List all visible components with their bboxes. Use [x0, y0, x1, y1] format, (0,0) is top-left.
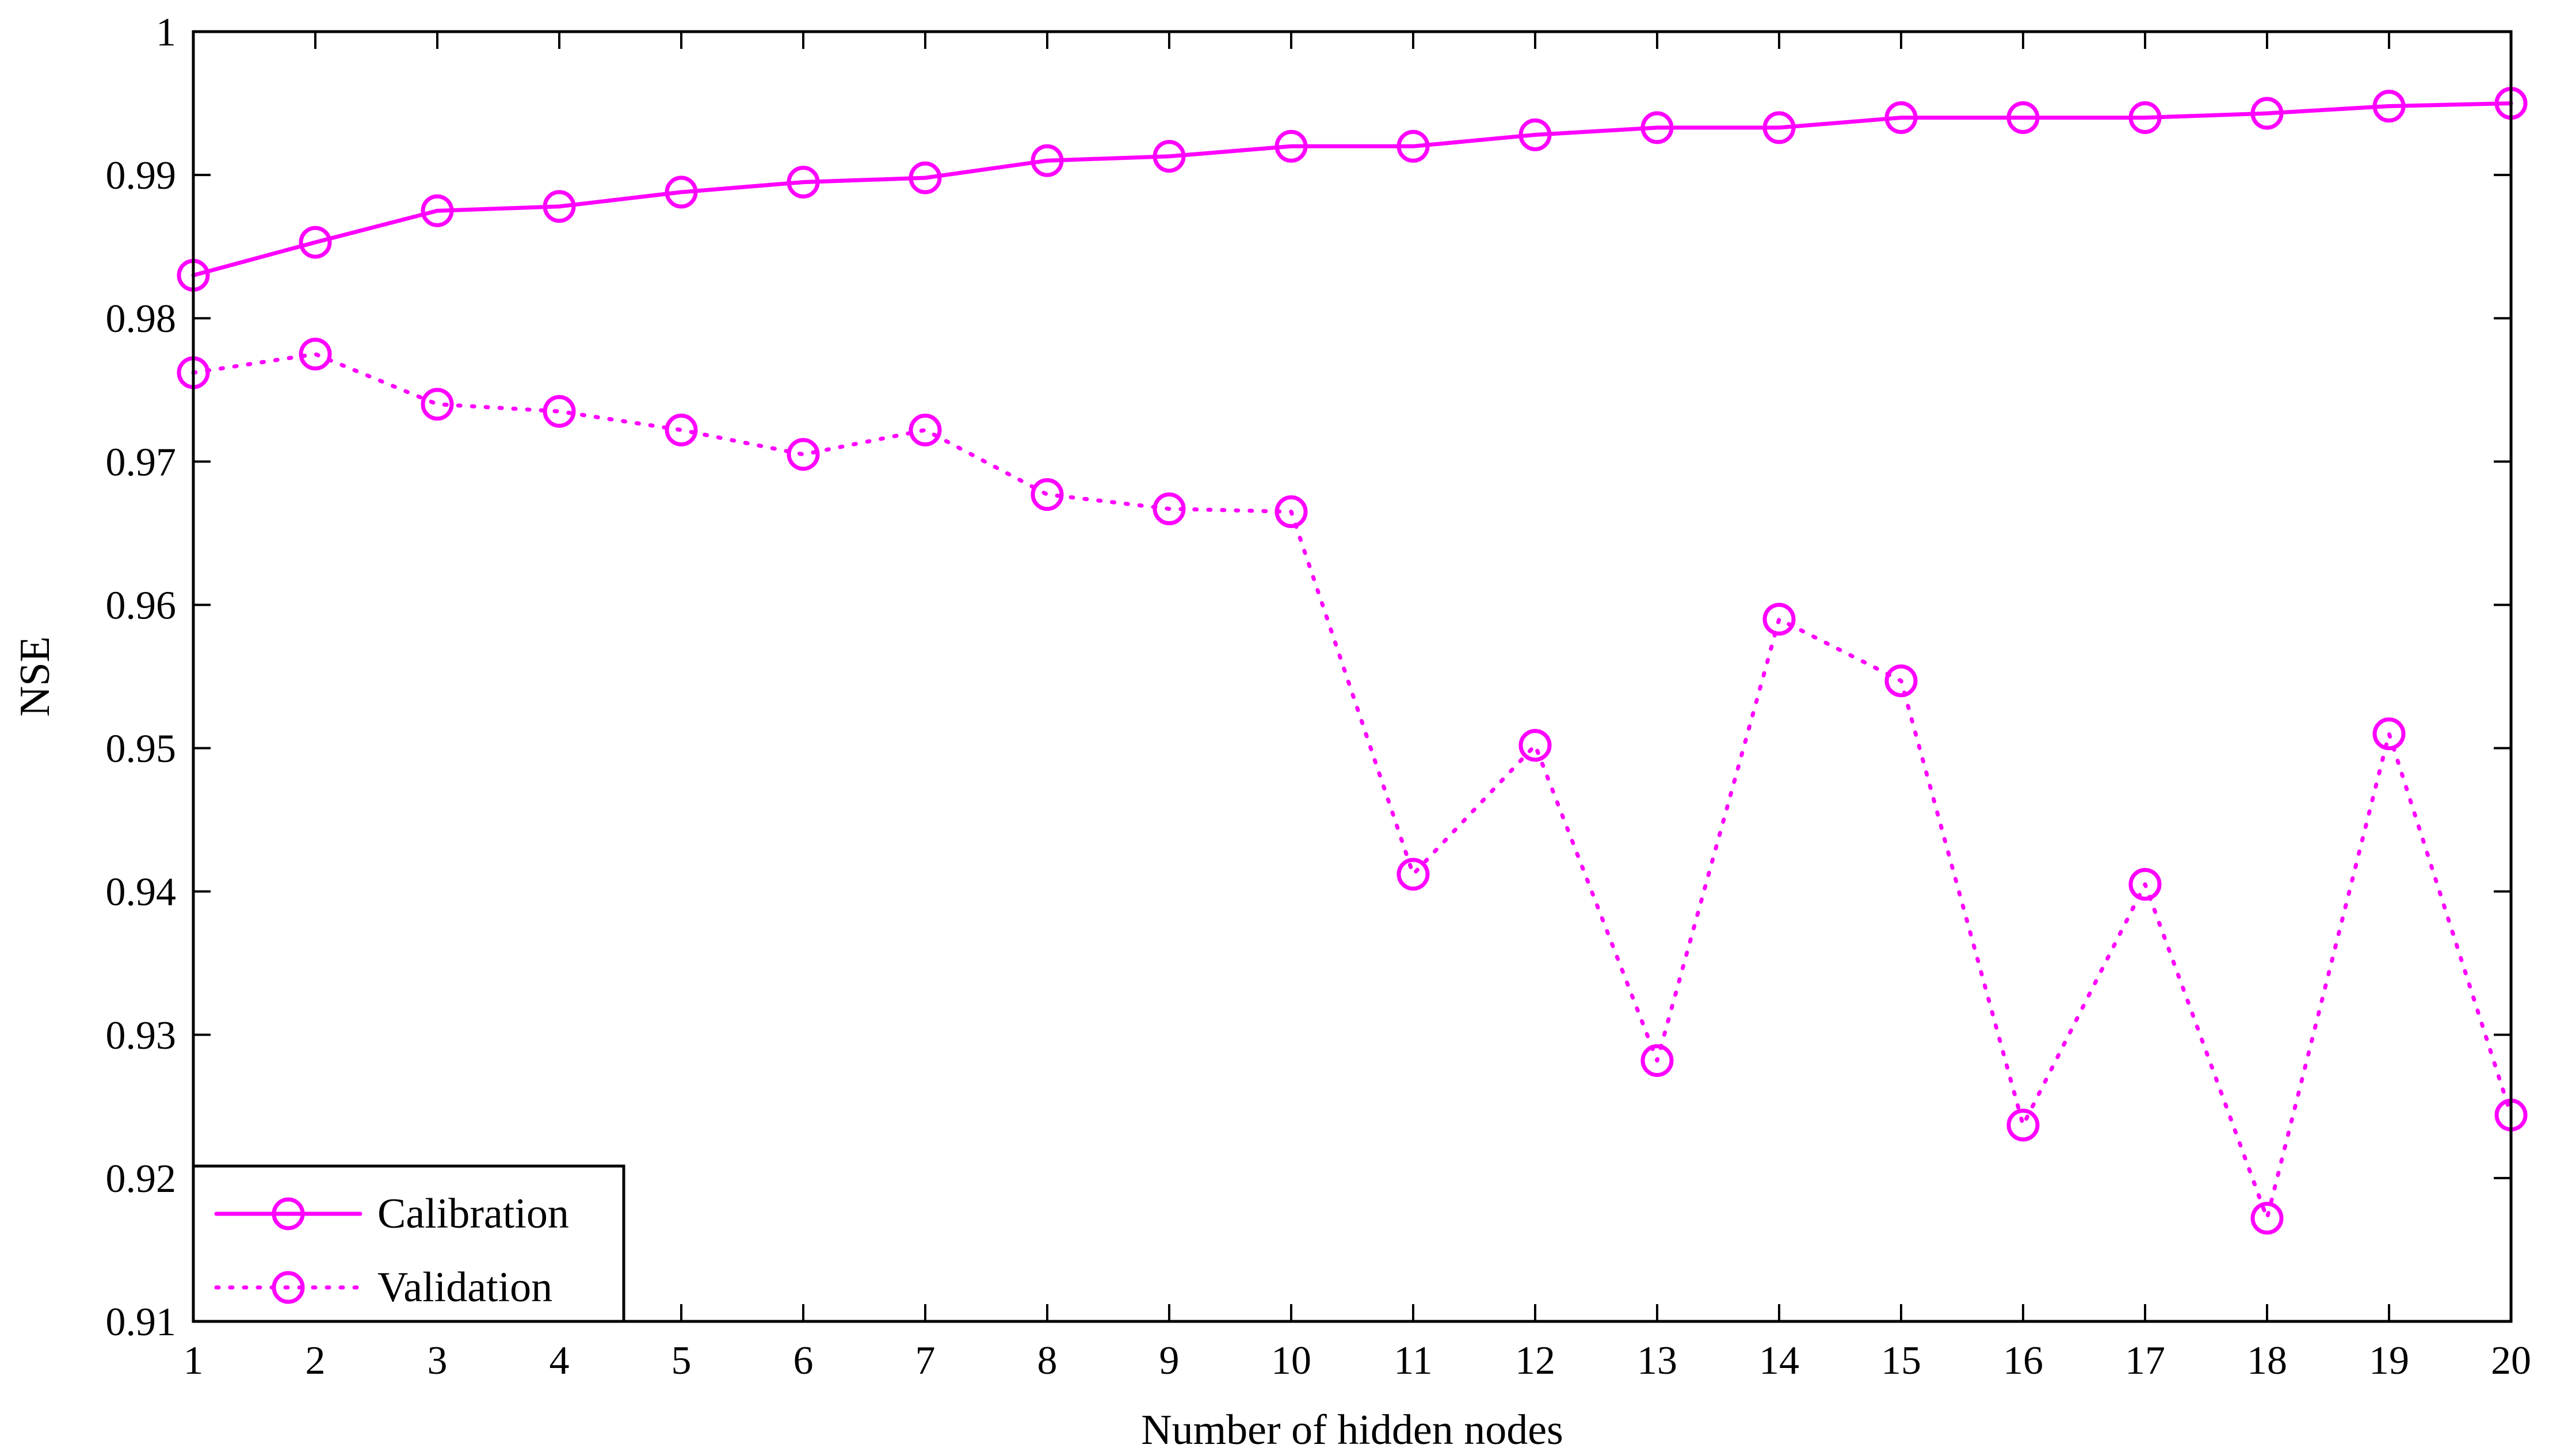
y-tick-label: 0.91 [106, 1300, 177, 1344]
data-point [1640, 111, 1674, 144]
legend-marker-calibration [272, 1197, 305, 1230]
x-tick-label: 13 [1637, 1339, 1677, 1383]
x-tick-label: 3 [428, 1339, 448, 1383]
y-tick-label: 0.97 [106, 440, 177, 484]
x-tick-label: 10 [1271, 1339, 1311, 1383]
data-point [1153, 140, 1186, 173]
data-point [2128, 868, 2162, 901]
data-point [1396, 858, 1430, 891]
data-point [909, 161, 942, 194]
legend-label-validation: Validation [377, 1264, 552, 1311]
data-point [787, 438, 820, 471]
x-axis-title: Number of hidden nodes [1141, 1407, 1563, 1454]
x-tick-label: 14 [1759, 1339, 1799, 1383]
data-point [1884, 101, 1918, 134]
y-axis-title: NSE [12, 636, 59, 717]
x-tick-label: 9 [1159, 1339, 1180, 1383]
data-point [665, 414, 698, 447]
data-point [1640, 1044, 1674, 1077]
data-point [787, 166, 820, 199]
x-tick-label: 17 [2125, 1339, 2165, 1383]
data-point [1518, 729, 1552, 762]
data-point [1275, 129, 1308, 163]
data-point [421, 194, 454, 227]
x-tick-label: 19 [2369, 1339, 2409, 1383]
x-tick-label: 4 [550, 1339, 570, 1383]
data-point [2250, 1202, 2284, 1235]
data-point [2372, 717, 2406, 751]
series-calibration [177, 87, 2528, 292]
x-tick-label: 7 [915, 1339, 936, 1383]
axes-frame [192, 30, 2513, 1323]
series-line [191, 101, 2513, 277]
x-tick-label: 6 [793, 1339, 814, 1383]
x-tick-label: 11 [1394, 1339, 1432, 1383]
data-point [1031, 478, 1064, 511]
y-tick-label: 0.94 [106, 870, 177, 915]
data-point [909, 414, 942, 447]
y-tick-label: 0.95 [106, 727, 177, 771]
data-point [299, 338, 332, 370]
legend-box [192, 1164, 625, 1323]
y-tick-label: 0.93 [106, 1014, 177, 1058]
x-tick-label: 16 [2003, 1339, 2043, 1383]
data-point [2006, 1109, 2040, 1142]
data-point [1275, 495, 1308, 529]
data-point [543, 190, 576, 223]
series-line [191, 352, 2513, 1221]
legend-marker-validation [272, 1271, 305, 1304]
x-tick-label: 5 [671, 1339, 692, 1383]
data-point [1153, 492, 1186, 526]
data-point [2372, 90, 2406, 123]
series-layer [177, 87, 2528, 1235]
data-point [299, 226, 332, 259]
data-point [1518, 118, 1552, 151]
x-tick-label: 18 [2247, 1339, 2287, 1383]
x-tick-label: 1 [184, 1339, 204, 1383]
data-point [1884, 664, 1918, 697]
legend: Calibration Validation [192, 1164, 625, 1323]
x-axis: 1 2 3 4 5 6 7 8 9 10 11 12 13 14 15 16 17 18 19 20 [184, 32, 2531, 1383]
x-tick-label: 12 [1515, 1339, 1555, 1383]
x-tick-label: 20 [2491, 1339, 2531, 1383]
data-point [543, 395, 576, 428]
x-tick-label: 15 [1881, 1339, 1921, 1383]
x-tick-label: 2 [306, 1339, 326, 1383]
data-point [1031, 144, 1064, 177]
data-point [2250, 97, 2284, 130]
data-point [1762, 111, 1796, 144]
legend-label-calibration: Calibration [377, 1190, 569, 1237]
y-tick-label: 0.96 [106, 583, 177, 628]
data-point [421, 388, 454, 421]
x-tick-label: 8 [1037, 1339, 1058, 1383]
y-tick-label: 0.92 [106, 1157, 177, 1201]
data-point [1396, 129, 1430, 163]
y-tick-label: 0.98 [106, 297, 177, 341]
y-tick-label: 0.99 [106, 154, 177, 198]
data-point [2006, 101, 2040, 134]
data-point [665, 175, 698, 209]
data-point [2128, 101, 2162, 134]
data-point [1762, 602, 1796, 636]
y-tick-label: 1 [156, 10, 176, 55]
